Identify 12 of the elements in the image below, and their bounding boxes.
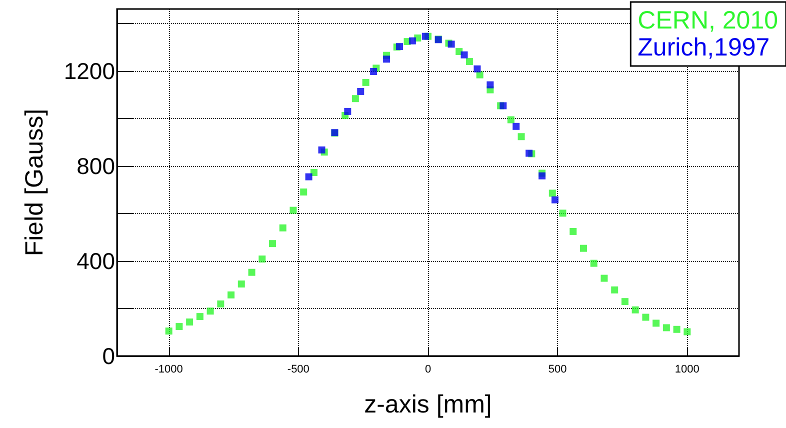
y-tick-label: 800 <box>76 152 115 179</box>
x-axis-title: z-axis [mm] <box>364 390 492 418</box>
y-axis-title: Field [Gauss] <box>20 108 48 256</box>
y-tick-label: 1200 <box>64 58 115 84</box>
text: Zurich,1997 <box>638 34 770 62</box>
x-tick-label: 1000 <box>674 364 700 376</box>
y-tick-label: 400 <box>76 248 115 274</box>
x-tick-label: -500 <box>287 364 310 376</box>
x-tick-label: 500 <box>548 364 567 376</box>
x-tick-label: 0 <box>424 364 432 376</box>
text: CERN, 2010 <box>638 6 778 34</box>
x-tick-label: -1000 <box>154 364 183 376</box>
